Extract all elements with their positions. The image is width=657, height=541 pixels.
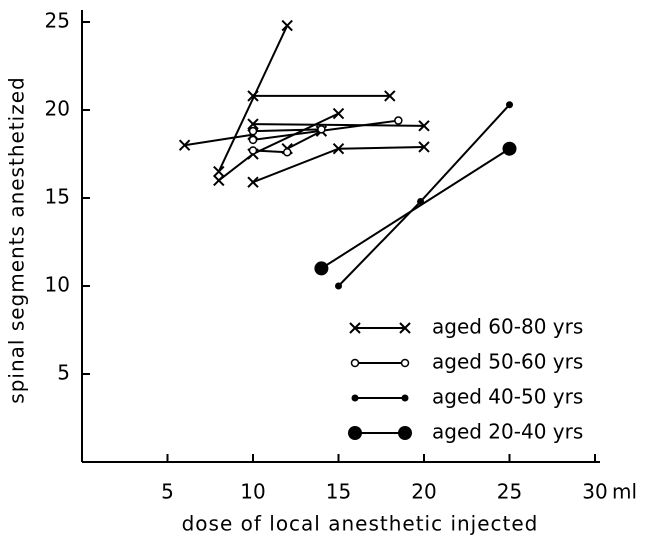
x-tick-label: 20 [411,480,436,504]
legend-marker [350,358,360,368]
x-tick-label: 25 [497,480,522,504]
x-tick-label: 30 [582,480,607,504]
series-line [217,25,289,173]
legend-label: aged 20-40 yrs [432,420,583,444]
y-tick-label: 15 [45,185,70,209]
marker-dot [335,282,342,290]
y-tick-label: 5 [57,361,70,385]
marker-open [282,147,292,157]
marker-x [418,120,430,132]
series-line [252,123,425,127]
legend-marker [401,394,409,402]
marker-big-dot [314,261,329,276]
marker-x [281,19,293,32]
series-line [252,128,322,133]
series-line [252,119,399,141]
series-line [252,149,288,154]
marker-open [248,146,258,155]
legend-marker [400,358,410,368]
y-axis-label: spinal segments anesthetized [5,76,29,403]
series-line [184,133,254,147]
marker-x [384,90,396,102]
x-unit: ml [612,480,637,504]
series-line [337,104,511,287]
x-tick-label: 15 [326,480,351,504]
legend-label: aged 40-50 yrs [432,385,583,409]
x-axis-label: dose of local anesthetic injected [182,512,539,536]
legend-marker [349,322,361,334]
y-tick-label: 25 [45,9,70,33]
legend-marker [399,322,411,334]
legend-label: aged 60-80 yrs [432,315,583,339]
marker-x [213,165,225,178]
marker-open [394,116,403,125]
x-tick-label: 5 [161,480,174,504]
y-tick-label: 20 [45,97,70,121]
legend-label: aged 50-60 yrs [432,350,583,374]
marker-x [178,139,191,151]
marker-big-dot [502,141,517,156]
marker-x [213,174,225,187]
series-line [320,147,511,270]
marker-x [418,141,430,153]
marker-open [317,125,326,134]
legend-marker [398,426,412,440]
legend-marker [351,394,359,402]
series-line [286,130,322,150]
marker-x [332,107,345,120]
marker-dot [506,101,513,109]
marker-x [247,118,259,130]
y-tick-label: 10 [45,273,70,297]
legend-marker [348,426,362,440]
marker-open [248,135,258,145]
marker-open [248,126,258,136]
marker-x [247,90,259,102]
marker-x [247,176,259,188]
x-tick-label: 10 [240,480,265,504]
marker-x [332,143,345,155]
